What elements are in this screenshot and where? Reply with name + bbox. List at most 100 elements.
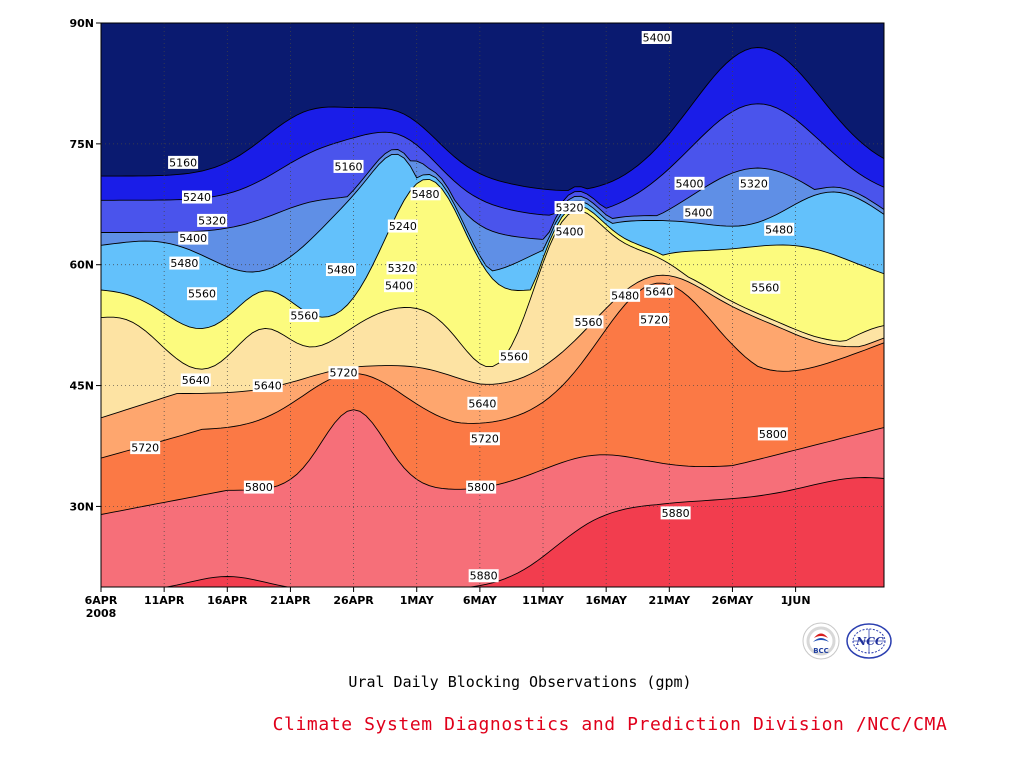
contour-label-bg [328, 366, 359, 380]
contour-label-bg [168, 155, 199, 169]
contour-label: 5480 [412, 188, 440, 201]
contour-labels: 5400 5160 5240 5320 5400 5480 5560 5160 5480 5240… [130, 31, 795, 583]
contour-line-5720 [101, 282, 884, 459]
contour-label: 5320 [556, 202, 584, 215]
plot-frame [100, 22, 885, 588]
contour-label-bg [660, 506, 691, 520]
contour-label-bg [554, 225, 585, 239]
contour-label-bg [674, 176, 705, 190]
contour-label-bg [554, 201, 585, 215]
x-tick-label: 11MAY [522, 594, 565, 607]
x-tick-label: 6MAY [463, 594, 498, 607]
contour-label-bg [243, 480, 274, 494]
contour-label-bg [130, 441, 161, 455]
contour-label: 5320 [740, 177, 768, 190]
contour-line-5320 [101, 149, 884, 240]
contour-label-bg [169, 256, 200, 270]
contour-label: 5480 [327, 264, 355, 277]
contour-label-bg [410, 187, 441, 201]
contour-label: 5560 [751, 281, 779, 294]
y-axis: 30N 45N 60N 75N 90N [69, 17, 101, 513]
contour-label: 5400 [179, 232, 207, 245]
contour-line-5480 [101, 178, 884, 330]
contour-label: 5240 [183, 191, 211, 204]
y-tick-label: 60N [69, 259, 94, 272]
contour-label: 5640 [645, 285, 673, 298]
contour-label: 5400 [385, 280, 413, 293]
contour-label: 5320 [388, 262, 416, 275]
contour-label: 5720 [640, 314, 668, 327]
bcc-logo: BCC [802, 622, 840, 660]
contour-label-bg [610, 288, 641, 302]
x-axis: 6APR 11APR 16APR 21APR 26APR 1MAY 6MAY 11MAY 16M… [85, 587, 811, 620]
x-tick-label: 16MAY [585, 594, 628, 607]
contour-label-bg [469, 432, 500, 446]
contour-label: 5560 [188, 288, 216, 301]
contour-label-bg [683, 205, 714, 219]
contour-label-bg [757, 427, 788, 441]
x-tick-label: 26MAY [712, 594, 755, 607]
contour-label-bg [252, 379, 283, 393]
x-tick-label: 1MAY [400, 594, 435, 607]
contour-label-bg [639, 313, 670, 327]
contour-label-bg [181, 190, 212, 204]
contour-label-bg [333, 159, 364, 173]
contour-label: 5400 [556, 226, 584, 239]
contour-label: 5640 [182, 374, 210, 387]
x-tick-label: 26APR [333, 594, 374, 607]
contour-label: 5720 [471, 433, 499, 446]
contour-label-bg [384, 279, 415, 293]
contour-label-bg [178, 231, 209, 245]
contour-label-bg [289, 308, 320, 322]
contour-label: 5720 [329, 367, 357, 380]
contour-label: 5400 [643, 32, 671, 45]
contour-label: 5480 [765, 223, 793, 236]
contour-line-5560 [101, 210, 884, 370]
contour-label-bg [187, 287, 218, 301]
contour-label-bg [641, 31, 672, 45]
y-tick-label: 30N [69, 500, 94, 513]
contour-label-bg [764, 222, 795, 236]
contour-label: 5480 [611, 289, 639, 302]
y-tick-label: 75N [69, 138, 94, 151]
contour-label-bg [644, 284, 675, 298]
contour-label: 5560 [500, 351, 528, 364]
contour-label: 5480 [170, 257, 198, 270]
bcc-logo-text: BCC [813, 647, 829, 655]
contour-label: 5240 [389, 220, 417, 233]
contour-line-5880 [163, 477, 884, 587]
chart-caption: Ural Daily Blocking Observations (gpm) [348, 673, 692, 691]
x-tick-label: 11APR [144, 594, 185, 607]
contour-label: 5800 [759, 428, 787, 441]
contour-label: 5400 [684, 206, 712, 219]
contour-label-bg [738, 176, 769, 190]
x-tick-label: 1JUN [781, 594, 811, 607]
contour-line-5240 [101, 103, 884, 216]
x-year-label: 2008 [86, 607, 117, 620]
band-below-5880 [101, 477, 884, 587]
contour-label: 5160 [335, 160, 363, 173]
contour-label: 5800 [467, 481, 495, 494]
contour-label: 5880 [470, 570, 498, 583]
contour-label-bg [387, 219, 418, 233]
contour-label: 5800 [245, 481, 273, 494]
contour-label-bg [468, 569, 499, 583]
contour-line-5400 [101, 153, 884, 273]
x-tick-label: 21MAY [648, 594, 691, 607]
contour-label-bg [750, 280, 781, 294]
ncc-logo-text: NCC [855, 635, 884, 648]
contour-label: 5560 [290, 309, 318, 322]
contour-bands [101, 23, 884, 587]
contour-label-bg [386, 261, 417, 275]
contour-label-bg [180, 373, 211, 387]
contour-label: 5720 [131, 442, 159, 455]
contour-label-bg [573, 315, 604, 329]
contour-line-5160 [101, 47, 884, 191]
credit-line: Climate System Diagnostics and Predictio… [272, 714, 948, 735]
y-tick-label: 90N [69, 17, 94, 30]
x-tick-label: 16APR [207, 594, 248, 607]
contour-label-bg [467, 396, 498, 410]
x-tick-label: 21APR [270, 594, 311, 607]
contour-line-5640 [101, 274, 884, 419]
contour-label: 5320 [198, 214, 226, 227]
